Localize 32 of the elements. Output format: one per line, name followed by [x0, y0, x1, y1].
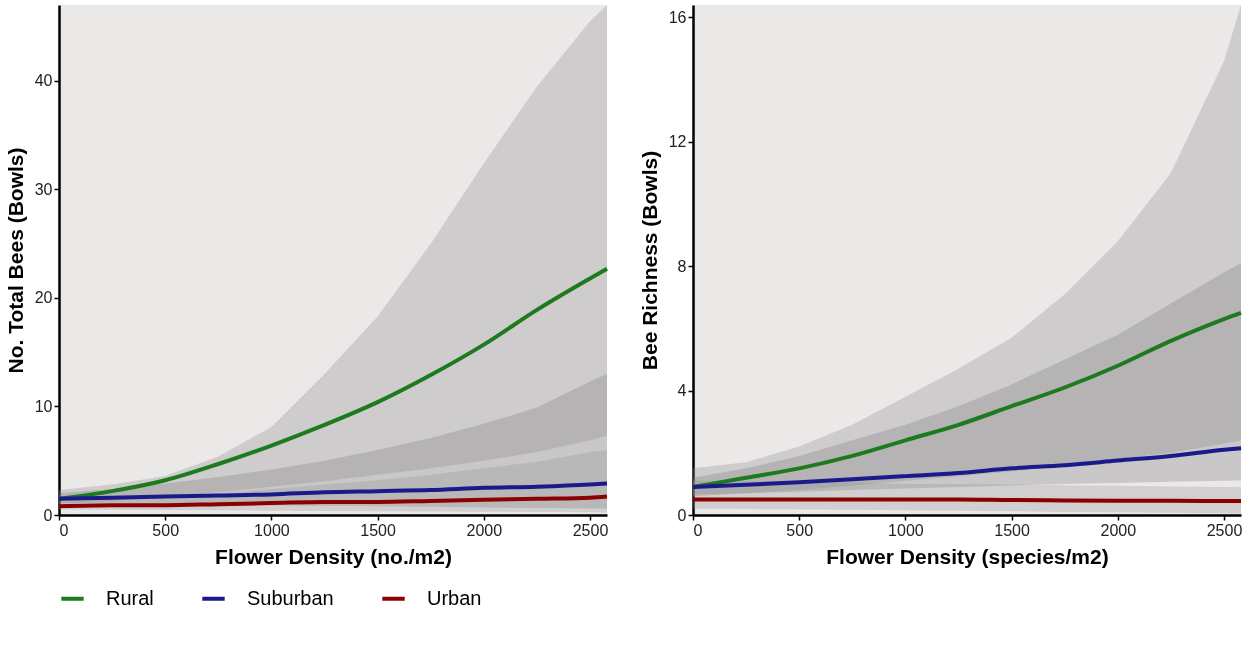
x-tick-label: 2000: [1100, 521, 1137, 539]
x-tick-label: 1500: [360, 521, 396, 539]
x-tick-label: 1000: [254, 521, 290, 539]
y-tick-label: 10: [34, 397, 53, 415]
y-tick-label: 4: [677, 382, 687, 400]
x-tick-label: 2500: [572, 521, 609, 539]
x-tick-label: 0: [59, 521, 69, 539]
x-tick-label: 0: [693, 521, 703, 539]
y-tick-label: 0: [43, 506, 53, 524]
x-axis-title: Flower Density (species/m2): [826, 544, 1109, 568]
line-series: [57, 494, 609, 509]
y-tick-label: 16: [668, 8, 687, 26]
y-axis-title: No. Total Bees (Bowls): [3, 147, 27, 374]
y-tick-label: 0: [677, 506, 687, 524]
y-axis-title: Bee Richness (Bowls): [637, 150, 661, 371]
y-tick-label: 40: [34, 72, 53, 90]
x-tick-label: 1000: [888, 521, 924, 539]
legend-label: Rural: [106, 586, 154, 609]
legend-label: Suburban: [247, 586, 334, 609]
y-tick-label: 20: [34, 289, 53, 307]
x-tick-label: 500: [152, 521, 180, 539]
x-tick-label: 500: [786, 521, 814, 539]
x-tick-label: 2000: [466, 521, 503, 539]
x-tick-label: 1500: [994, 521, 1030, 539]
y-tick-label: 12: [668, 133, 687, 151]
y-tick-label: 30: [34, 180, 53, 198]
line-series: [57, 481, 609, 501]
x-tick-label: 2500: [1206, 521, 1243, 539]
y-tick-label: 8: [677, 257, 687, 275]
legend-label: Urban: [427, 586, 482, 609]
x-axis-title: Flower Density (no./m2): [215, 544, 452, 568]
line-series: [691, 446, 1243, 490]
